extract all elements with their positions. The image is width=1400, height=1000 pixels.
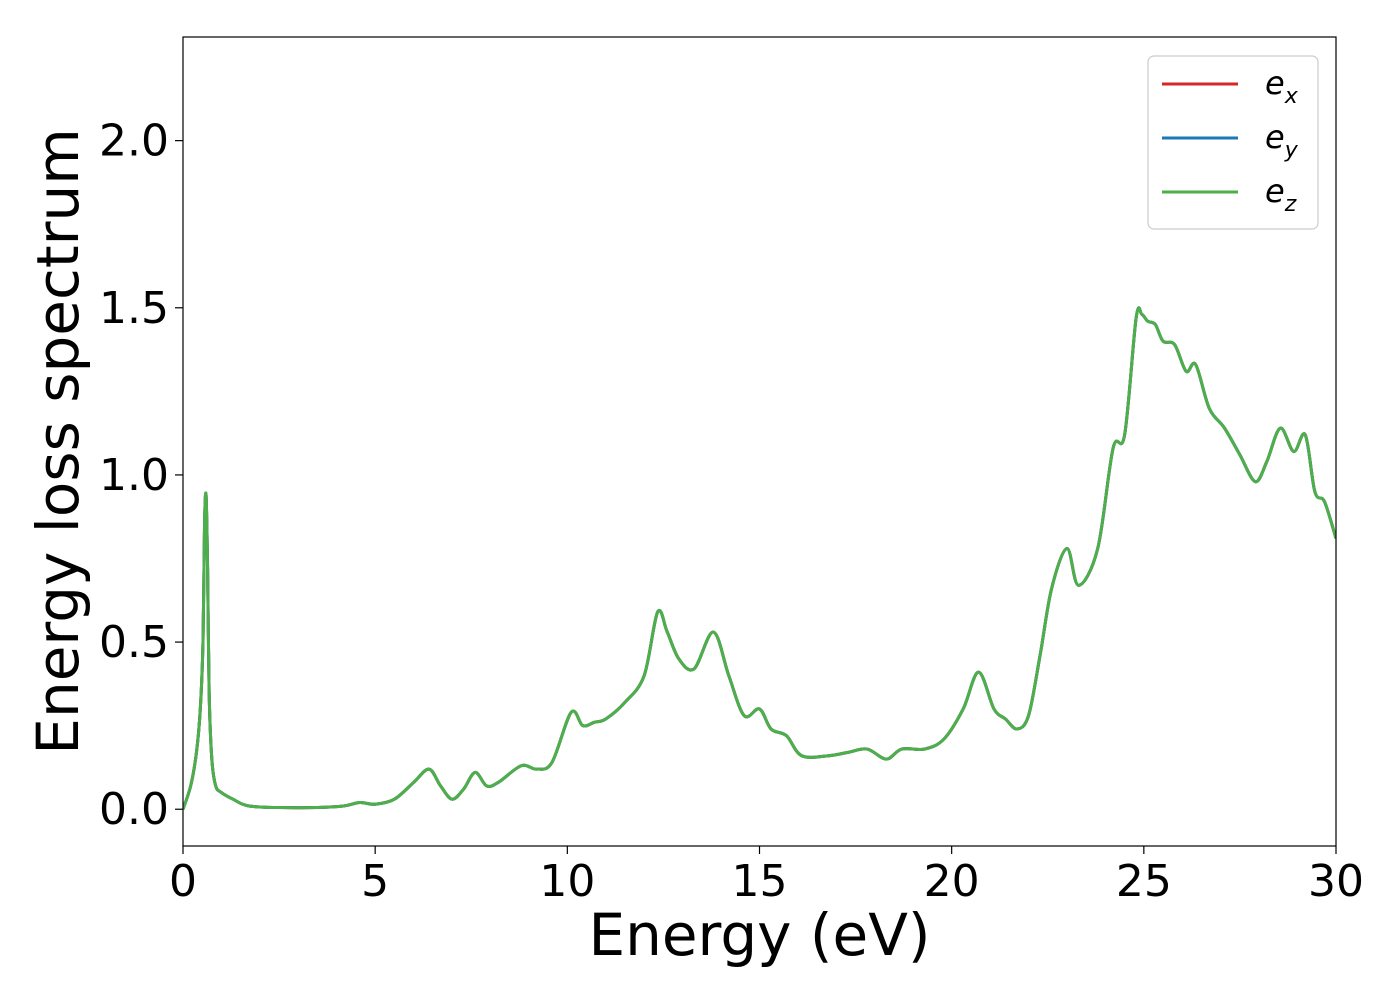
y-tick-label: 1.5 — [99, 283, 169, 334]
x-tick-label: 15 — [732, 856, 788, 907]
x-tick-label: 20 — [924, 856, 980, 907]
x-axis-title: Energy (eV) — [588, 901, 930, 969]
x-tick-label: 10 — [539, 856, 595, 907]
x-tick-label: 30 — [1308, 856, 1364, 907]
x-tick-label: 0 — [169, 856, 197, 907]
y-axis: 0.0 0.5 1.0 1.5 2.0 — [99, 116, 183, 835]
legend-box — [1147, 55, 1319, 230]
y-axis-title: Energy loss spectrum — [24, 128, 92, 754]
y-tick-label: 0.5 — [99, 617, 169, 668]
y-tick-label: 2.0 — [99, 116, 169, 167]
x-tick-label: 25 — [1116, 856, 1172, 907]
series-line-ey — [183, 306, 1336, 810]
series-line-ex — [183, 306, 1336, 810]
series-line-ez — [183, 306, 1336, 810]
x-axis: 0 5 10 15 20 25 30 — [169, 846, 1364, 907]
x-tick-label: 5 — [361, 856, 389, 907]
y-tick-label: 1.0 — [99, 450, 169, 501]
y-tick-label: 0.0 — [99, 784, 169, 835]
series-lines — [183, 306, 1336, 810]
